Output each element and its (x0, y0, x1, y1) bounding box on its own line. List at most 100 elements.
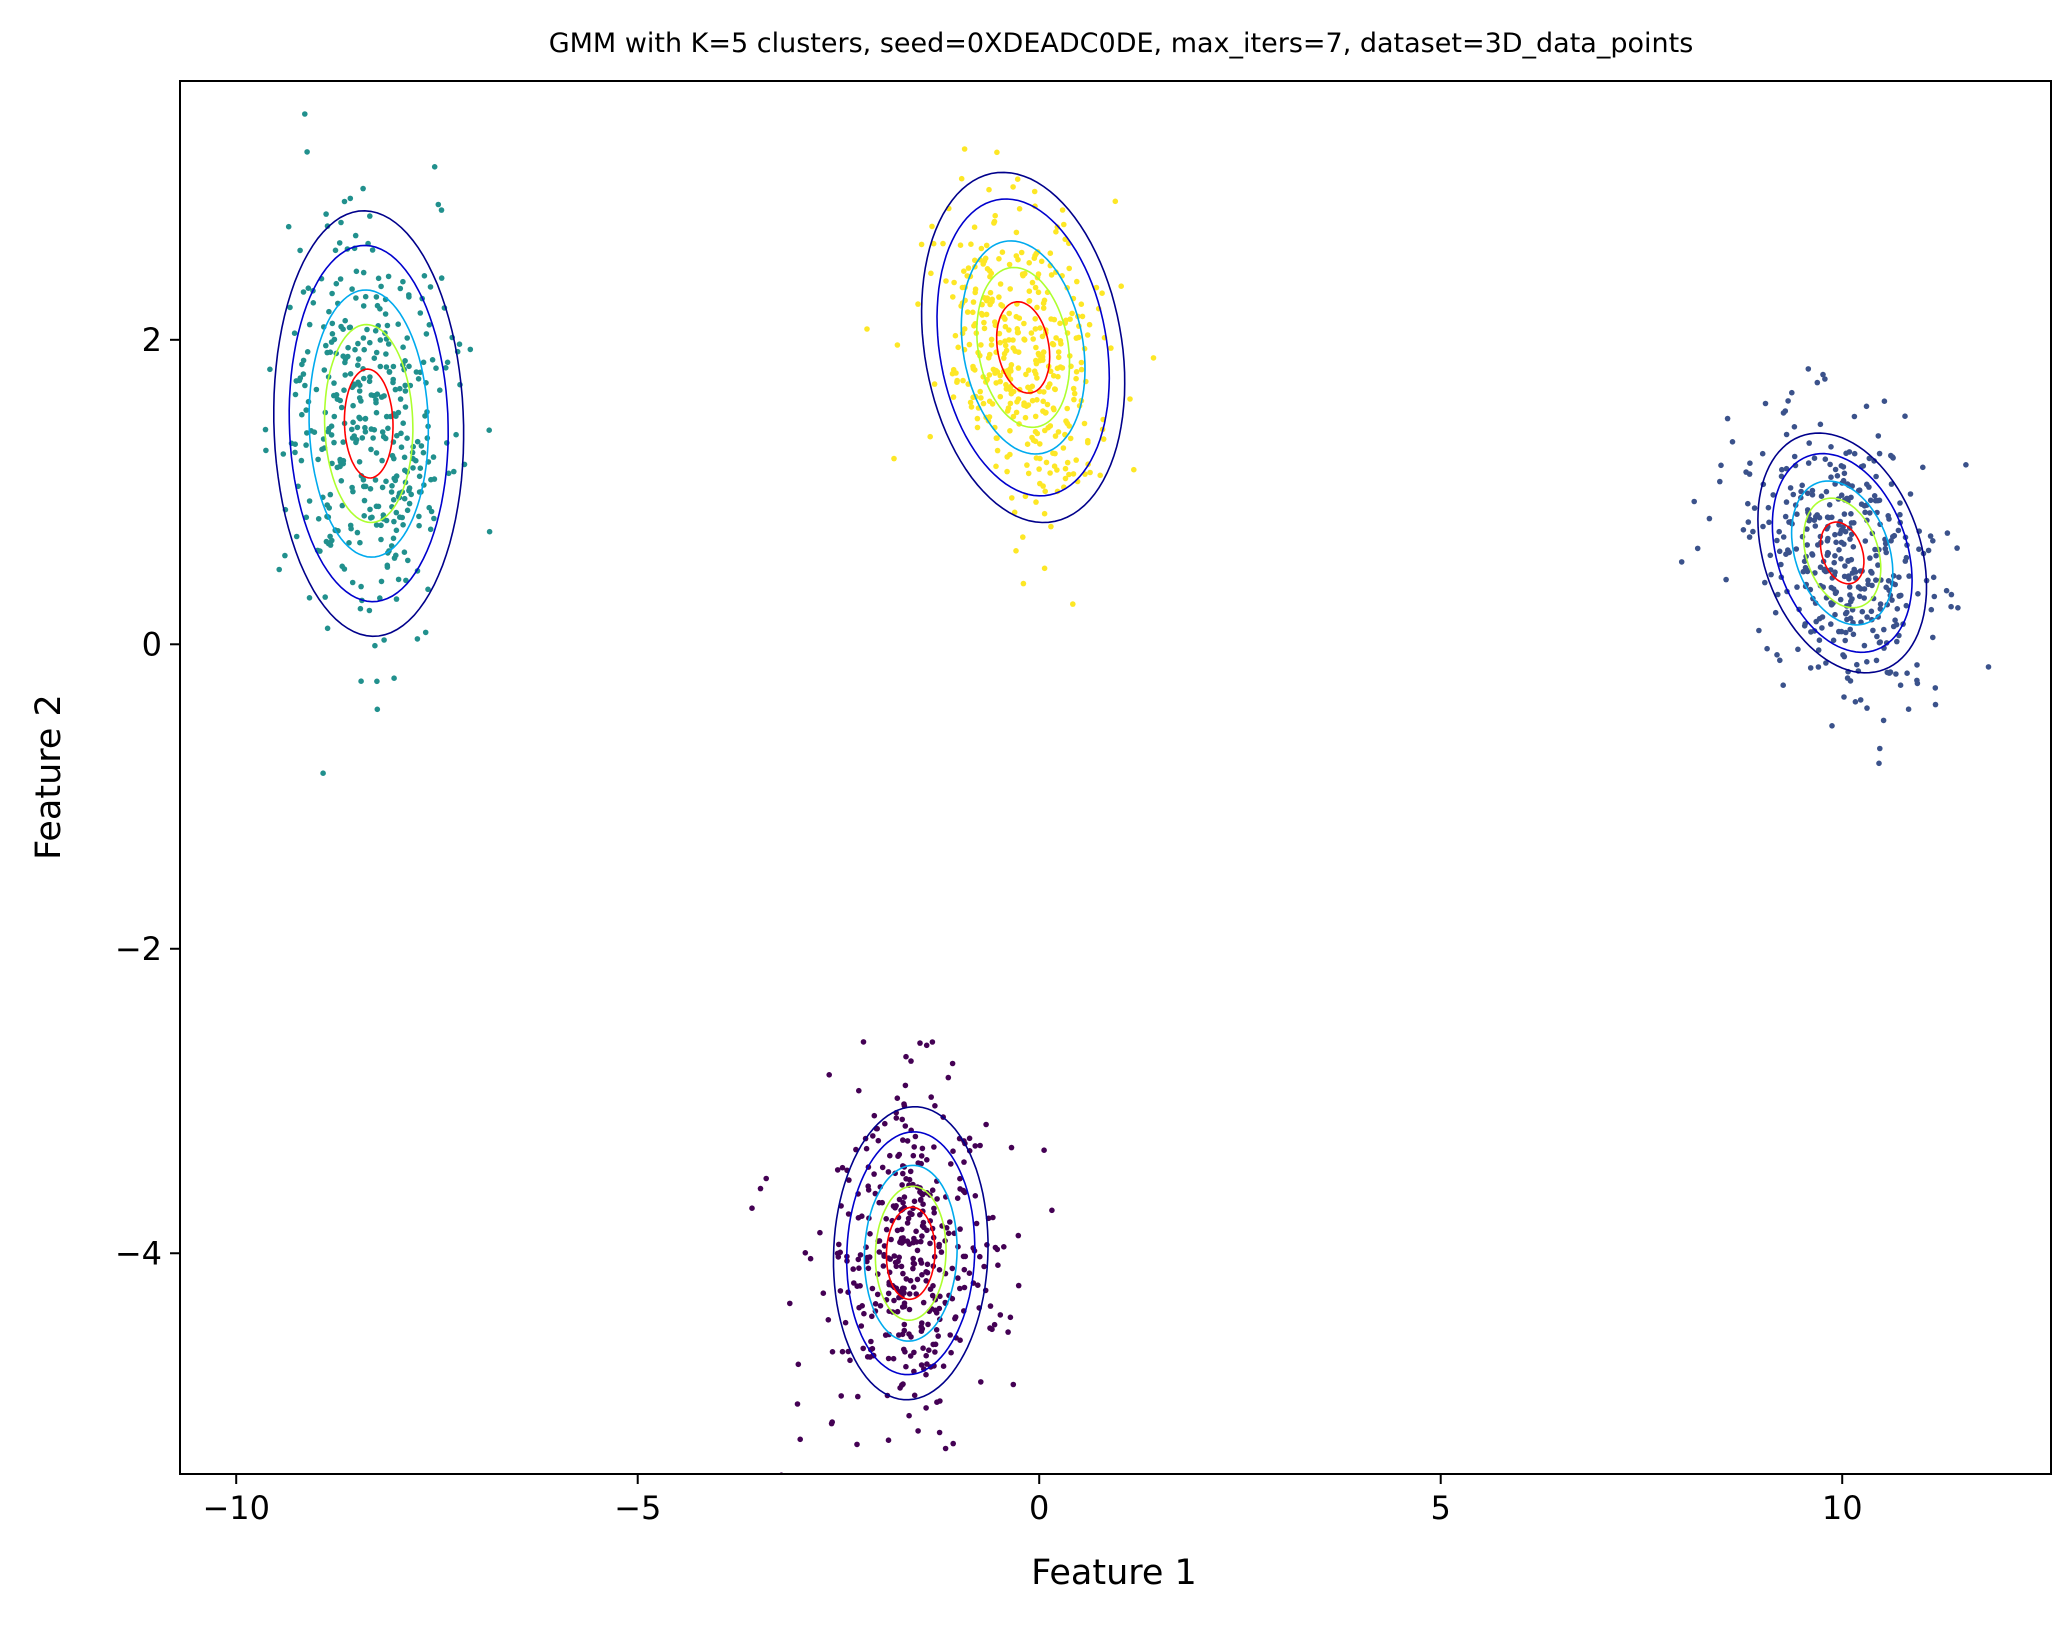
data-point (869, 1345, 876, 1352)
data-point (1051, 386, 1058, 392)
data-point (993, 380, 999, 386)
data-point (960, 1187, 967, 1194)
data-point (324, 223, 331, 229)
contour-line (1757, 432, 1928, 674)
data-point (305, 285, 312, 292)
data-point (1819, 625, 1825, 631)
data-point (1009, 495, 1015, 501)
data-point (397, 285, 404, 292)
data-point (899, 1285, 906, 1292)
data-point (983, 311, 990, 318)
data-point (350, 402, 356, 409)
data-point (1914, 680, 1921, 687)
data-point (1875, 614, 1881, 620)
data-point (1691, 498, 1697, 505)
data-point (921, 1224, 927, 1231)
data-point (1896, 593, 1903, 599)
data-point (1724, 415, 1731, 422)
data-point (304, 349, 311, 355)
data-point (1897, 511, 1903, 518)
data-point (362, 429, 369, 435)
data-point (401, 549, 408, 555)
data-point (931, 1144, 937, 1150)
data-point (1026, 288, 1033, 295)
data-point (1062, 465, 1069, 472)
data-point (857, 1283, 863, 1289)
data-point (372, 477, 379, 483)
data-point (1851, 413, 1858, 420)
data-point (997, 1312, 1004, 1318)
data-point (410, 465, 416, 471)
data-point (1815, 647, 1822, 653)
data-point (835, 1254, 842, 1260)
data-point (914, 1276, 921, 1283)
data-point (1801, 623, 1808, 629)
data-point (1013, 253, 1020, 259)
data-point (427, 526, 434, 533)
data-point (367, 339, 373, 346)
data-point (348, 525, 354, 532)
data-point (1932, 685, 1939, 691)
data-point (1877, 601, 1884, 607)
data-point (327, 491, 334, 498)
data-point (977, 1142, 983, 1149)
contour-line (995, 301, 1051, 394)
data-point (1916, 546, 1922, 552)
data-point (1006, 310, 1012, 317)
data-point (1931, 593, 1938, 600)
data-point (900, 1381, 906, 1387)
data-point (968, 241, 974, 247)
data-point (424, 435, 431, 441)
data-point (836, 1241, 842, 1248)
data-point (360, 185, 366, 192)
data-point (1108, 345, 1114, 351)
data-point (1815, 664, 1822, 670)
data-point (1776, 528, 1782, 535)
data-point (1051, 316, 1058, 323)
data-point (1826, 502, 1833, 508)
data-point (930, 1283, 936, 1289)
data-point (876, 1199, 882, 1206)
data-point (391, 475, 398, 482)
data-point (1093, 284, 1100, 291)
data-point (1812, 570, 1818, 576)
data-point (787, 1300, 793, 1307)
data-point (377, 363, 384, 370)
data-point (292, 391, 299, 398)
data-point (1876, 450, 1883, 457)
data-point (950, 1148, 956, 1154)
data-point (910, 1255, 916, 1262)
data-point (329, 460, 335, 467)
data-point (955, 1243, 961, 1250)
data-point (1833, 539, 1839, 546)
data-point (1851, 520, 1857, 526)
data-point (992, 319, 998, 325)
data-point (367, 506, 373, 513)
contour-line (863, 1164, 958, 1342)
data-point (996, 294, 1002, 300)
data-point (1865, 581, 1871, 588)
data-point (1010, 337, 1016, 343)
data-point (996, 255, 1002, 262)
data-point (421, 273, 428, 279)
data-point (347, 195, 354, 202)
data-point (986, 398, 993, 405)
data-point (845, 1211, 852, 1217)
data-point (373, 503, 380, 510)
data-point (304, 430, 310, 436)
data-point (1054, 365, 1061, 372)
data-point (1021, 336, 1027, 343)
data-point (906, 1291, 913, 1297)
data-point (881, 1251, 887, 1258)
data-point (354, 424, 361, 431)
data-point (999, 249, 1006, 255)
data-point (977, 388, 983, 395)
data-point (1031, 255, 1038, 261)
data-point (825, 1317, 832, 1323)
data-point (897, 1385, 903, 1391)
data-point (1806, 517, 1812, 524)
data-point (1828, 621, 1834, 627)
data-point (1040, 398, 1046, 405)
data-point (1016, 206, 1023, 212)
data-point (923, 1405, 929, 1411)
